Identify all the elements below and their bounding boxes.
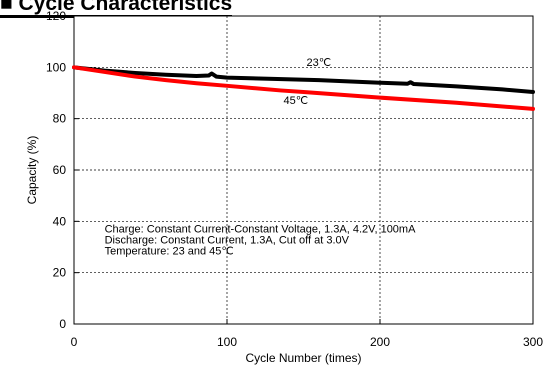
y-axis-label: Capacity (%): [25, 136, 39, 205]
y-tick-label: 0: [59, 317, 66, 331]
x-tick-label: 0: [71, 335, 78, 349]
y-tick-label: 60: [53, 163, 67, 177]
annotation-charge: Charge: Constant Current-Constant Voltag…: [105, 224, 416, 236]
y-tick-label: 20: [53, 266, 67, 280]
series-line-45c: [72, 65, 535, 111]
grid-lines: [74, 16, 533, 324]
x-axis-label: Cycle Number (times): [245, 351, 361, 365]
test-conditions: Charge: Constant Current-Constant Voltag…: [105, 224, 416, 258]
y-tick-label: 100: [46, 60, 66, 74]
y-tick-label: 80: [53, 112, 67, 126]
series-line-23c: [72, 65, 535, 94]
y-axis-ticks: 0 20 40 60 80 100 120: [46, 9, 79, 331]
series-label-45c: 45℃: [284, 95, 309, 107]
y-tick-label: 40: [53, 214, 67, 228]
annotation-discharge: Discharge: Constant Current, 1.3A, Cut o…: [105, 235, 350, 247]
x-tick-label: 300: [523, 335, 543, 349]
y-tick-label: 120: [46, 9, 66, 23]
x-tick-label: 100: [217, 335, 237, 349]
x-tick-label: 200: [370, 335, 390, 349]
annotation-temperature: Temperature: 23 and 45℃: [105, 246, 234, 258]
data-series: 23℃ 45℃: [72, 57, 535, 111]
x-axis-ticks: 0 100 200 300: [71, 319, 543, 349]
series-label-23c: 23℃: [307, 57, 332, 69]
